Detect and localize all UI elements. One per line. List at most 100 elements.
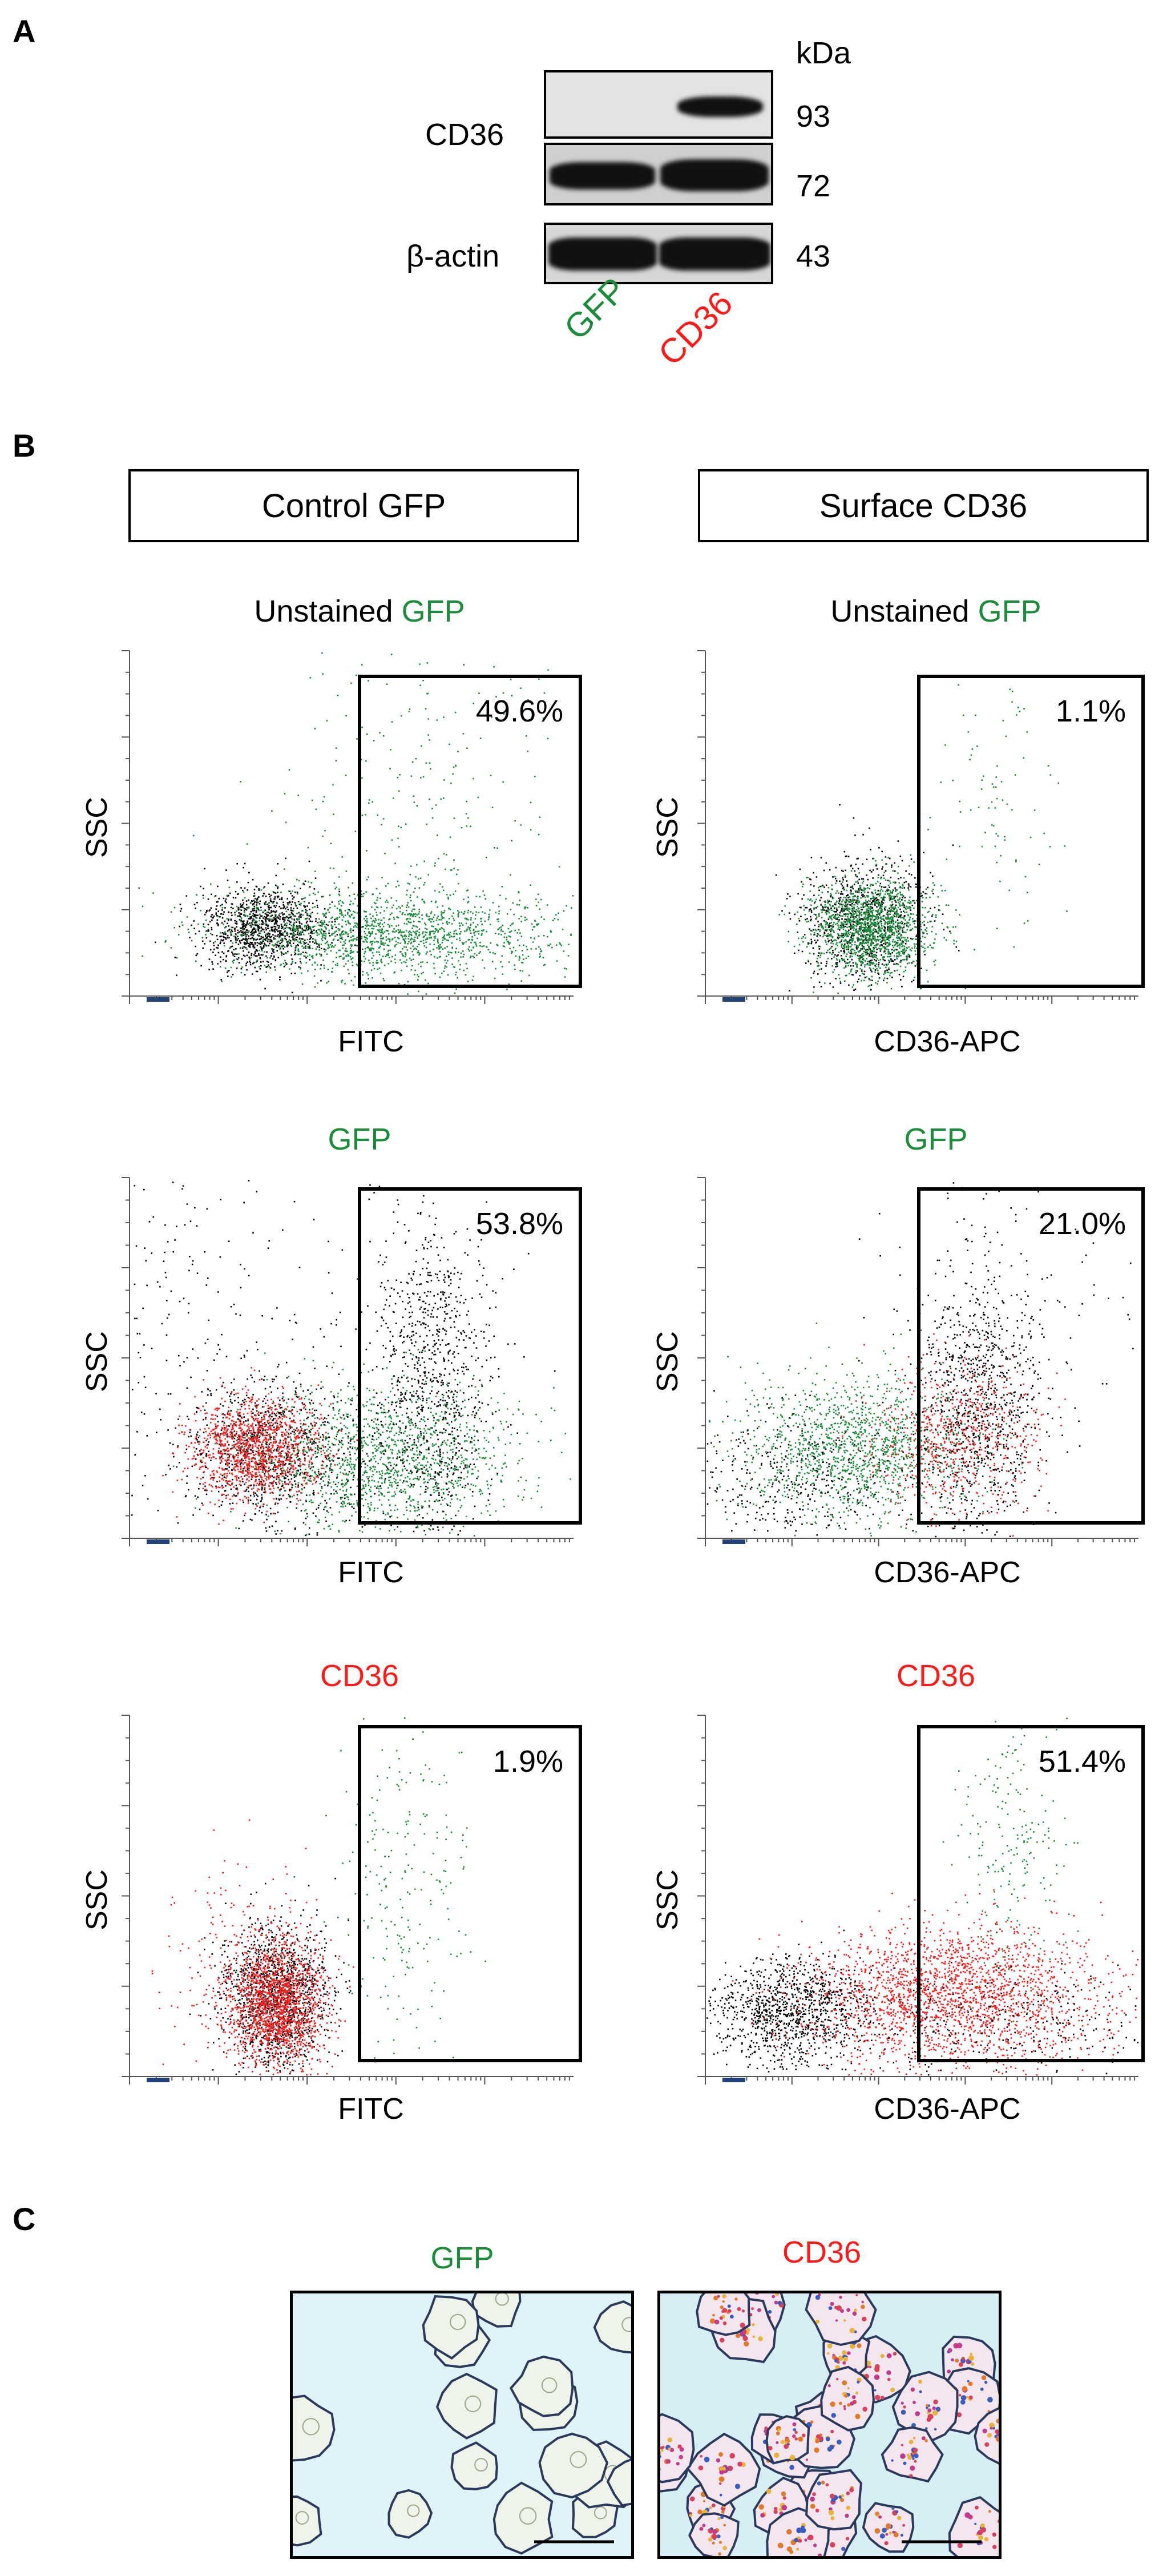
lipid-droplet — [784, 2441, 788, 2444]
lipid-droplet — [861, 2304, 865, 2309]
axis-marker — [147, 997, 169, 1002]
axis-marker — [147, 1539, 169, 1544]
lipid-droplet — [901, 2409, 906, 2415]
lipid-droplet — [768, 2446, 773, 2450]
nucleus — [594, 2506, 607, 2519]
marker-93: 93 — [796, 99, 830, 134]
lipid-droplet — [884, 2541, 889, 2546]
lipid-droplet — [980, 2387, 984, 2391]
lipid-droplet — [851, 2395, 856, 2400]
nucleus — [495, 2293, 509, 2306]
lipid-droplet — [910, 2465, 915, 2471]
lipid-droplet — [676, 2462, 680, 2466]
lipid-droplet — [918, 2380, 923, 2384]
plot-title-sample: CD36 — [897, 1659, 975, 1693]
gate-percentage: 49.6% — [409, 694, 563, 729]
lipid-droplet — [752, 2335, 756, 2338]
lipid-droplet — [793, 2428, 796, 2432]
lipid-droplet — [895, 2510, 899, 2514]
lipid-droplet — [968, 2514, 973, 2519]
plot-title: Unstained GFP — [708, 594, 1164, 629]
gate-box — [358, 675, 582, 988]
lipid-droplet — [699, 2527, 704, 2531]
lipid-droplet — [960, 2400, 966, 2405]
scatter-events — [131, 1180, 571, 1537]
lipid-droplet — [912, 2448, 918, 2453]
lipid-droplet — [841, 2494, 845, 2497]
lipid-droplet — [881, 2396, 885, 2400]
lipid-droplet — [657, 2438, 659, 2442]
nucleus — [541, 2377, 558, 2393]
header-control-gfp: Control GFP — [128, 469, 579, 542]
lipid-droplet — [679, 2454, 683, 2460]
lipid-droplet — [689, 2512, 692, 2515]
lipid-droplet — [968, 2355, 974, 2361]
lipid-droplet — [984, 2380, 988, 2384]
axis-marker — [722, 1539, 745, 1544]
lipid-droplet — [746, 2328, 750, 2332]
lipid-droplet — [720, 2337, 725, 2343]
lipid-droplet — [772, 2295, 776, 2299]
lipid-droplet — [721, 2510, 725, 2514]
lipid-droplet — [846, 2308, 850, 2312]
lipid-droplet — [660, 2446, 664, 2450]
lipid-droplet — [667, 2437, 673, 2442]
gate-box — [358, 1725, 582, 2062]
lipid-droplet — [742, 2336, 748, 2341]
lipid-droplet — [728, 2309, 732, 2313]
lipid-droplet — [815, 2434, 821, 2439]
scatter-plot — [697, 1177, 1145, 1546]
lipid-droplet — [801, 2558, 806, 2559]
lipid-droplet — [886, 2370, 891, 2375]
lipid-droplet — [882, 2527, 887, 2533]
nucleus — [570, 2451, 587, 2468]
lipid-droplet — [889, 2531, 892, 2535]
cell — [293, 2394, 336, 2462]
scatter-events — [706, 1718, 1138, 2076]
lipid-droplet — [969, 2395, 973, 2400]
lipid-droplet — [981, 2375, 987, 2380]
lipid-droplet — [980, 2523, 985, 2528]
lipid-droplet — [974, 2522, 977, 2525]
cd36-blot-upper — [544, 70, 773, 139]
lipid-droplet — [934, 2428, 937, 2431]
lipid-droplet — [958, 2393, 962, 2397]
lipid-droplet — [720, 2467, 724, 2471]
lipid-droplet — [828, 2510, 834, 2515]
lipid-droplet — [764, 2429, 768, 2433]
nucleus — [519, 2507, 537, 2525]
nucleus — [450, 2313, 466, 2331]
y-axis-label: SSC — [651, 1331, 685, 1392]
lipid-droplet — [956, 2412, 962, 2417]
lipid-droplet — [741, 2309, 745, 2313]
lipid-droplet — [722, 2467, 726, 2471]
lipid-droplet — [789, 2465, 794, 2470]
lipid-droplet — [758, 2504, 764, 2510]
lipid-droplet — [798, 2539, 802, 2543]
panel-c-letter: C — [13, 2200, 35, 2238]
lipid-droplet — [890, 2388, 895, 2393]
lipid-droplet — [779, 2508, 782, 2512]
lipid-droplet — [837, 2440, 842, 2445]
gate-box — [917, 675, 1145, 988]
lipid-droplet — [924, 2439, 928, 2442]
kda-label: kDa — [796, 35, 851, 71]
lipid-droplet — [718, 2476, 725, 2482]
lipid-droplet — [657, 2457, 658, 2462]
lipid-droplet — [879, 2533, 885, 2539]
lipid-droplet — [766, 2489, 772, 2494]
lipid-droplet — [840, 2498, 845, 2502]
lipid-droplet — [827, 2352, 830, 2355]
lipid-droplet — [846, 2491, 850, 2496]
cd36-blot-label: CD36 — [425, 117, 504, 152]
lipid-droplet — [781, 2491, 786, 2497]
lipid-droplet — [862, 2406, 867, 2412]
lipid-droplet — [841, 2546, 846, 2551]
scatter-plot — [697, 650, 1145, 1004]
plot-title-prefix: Unstained — [830, 594, 978, 628]
lipid-droplet — [874, 2528, 881, 2534]
lipid-droplet — [976, 2531, 980, 2535]
lipid-droplet — [975, 2505, 979, 2510]
lipid-droplet — [709, 2506, 712, 2510]
lipid-droplet — [878, 2515, 882, 2519]
